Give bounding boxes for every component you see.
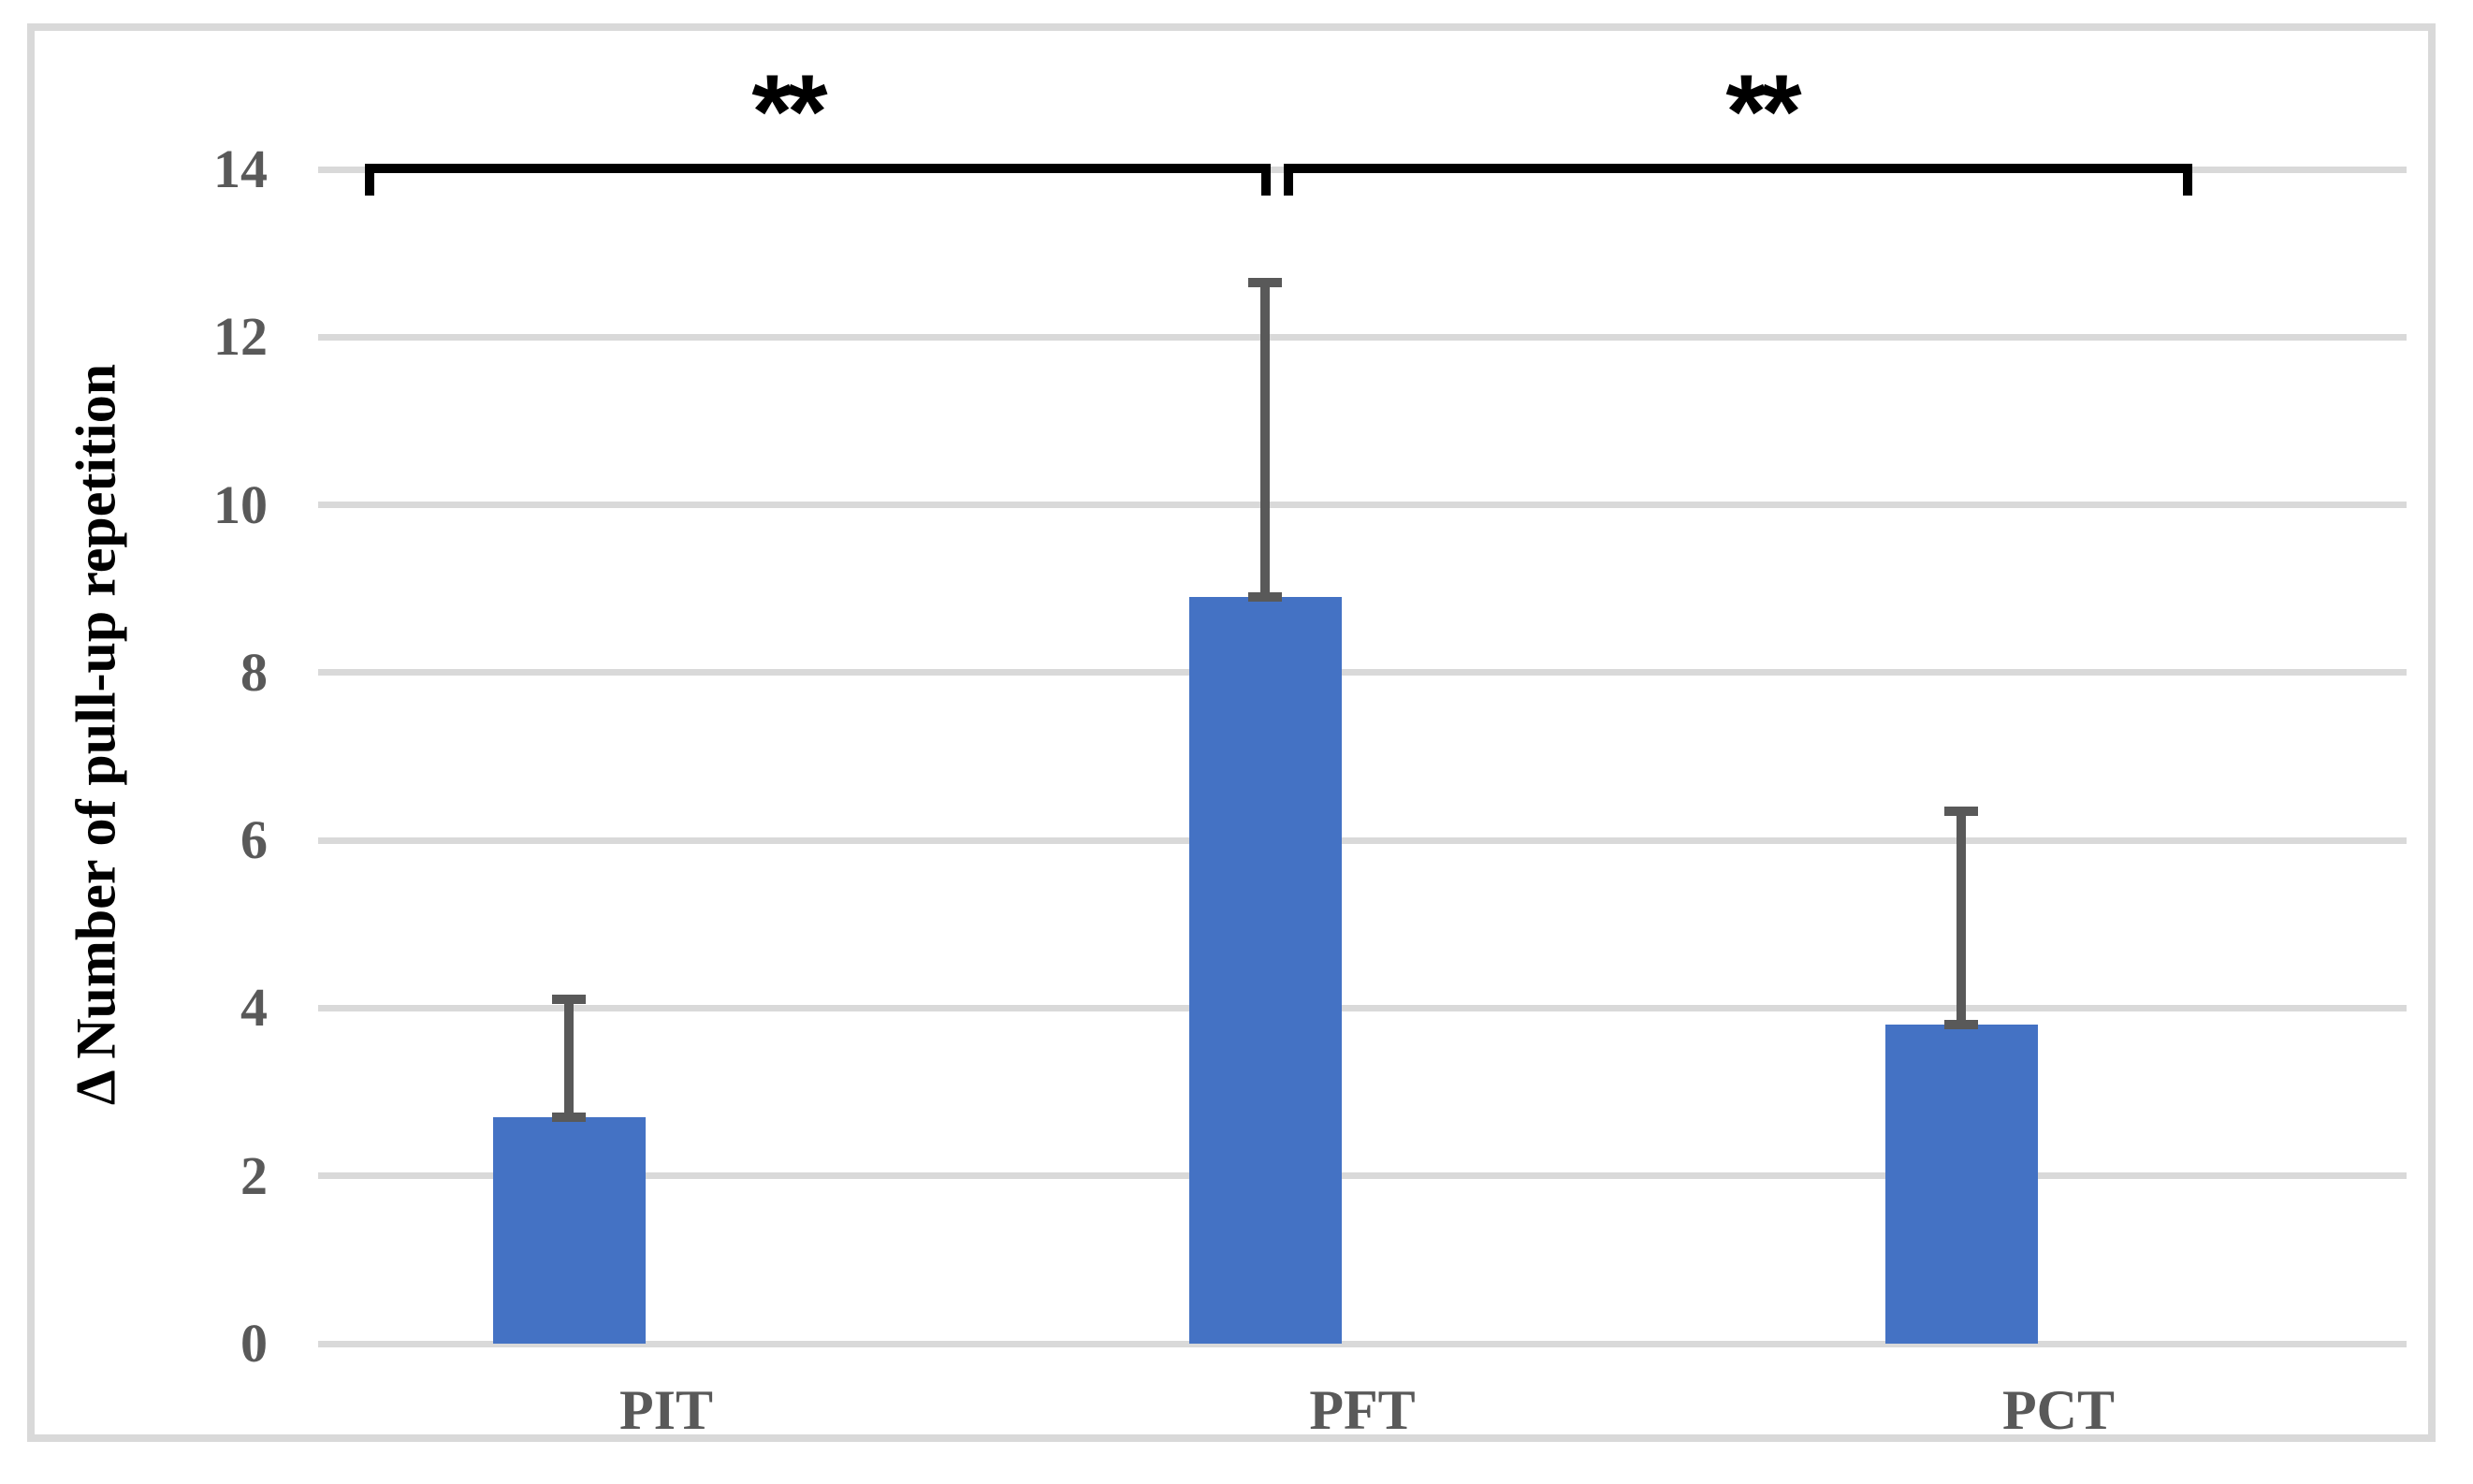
error-bar-bottom-cap-pft (1248, 592, 1282, 603)
significance-bracket-right-tick-pit-pft (1261, 164, 1271, 196)
gridline-y-12 (318, 333, 2407, 341)
y-tick-label-0: 0 (240, 1313, 268, 1374)
error-bar-top-cap-pft (1248, 278, 1282, 288)
significance-bracket-left-tick-pit-pft (365, 164, 374, 196)
error-bar-top-cap-pct (1944, 806, 1978, 816)
y-tick-label-8: 8 (240, 641, 268, 703)
gridline-y-4 (318, 1004, 2407, 1011)
x-category-label-pct: PCT (2002, 1379, 2115, 1441)
error-bar-bottom-cap-pit (552, 1112, 586, 1122)
gridline-y-0 (318, 1340, 2407, 1347)
y-tick-label-12: 12 (213, 306, 268, 368)
gridline-y-10 (318, 502, 2407, 509)
bar-pit (492, 1116, 646, 1344)
significance-bracket-line-pit-pft (365, 164, 1271, 173)
significance-bracket-line-pft-pct (1284, 164, 2192, 173)
bar-pct (1884, 1025, 2038, 1344)
gridline-y-6 (318, 837, 2407, 844)
error-bar-stem-pit (564, 999, 574, 1117)
y-tick-label-4: 4 (240, 977, 268, 1039)
gridline-y-8 (318, 669, 2407, 677)
x-category-label-pit: PIT (618, 1379, 714, 1441)
significance-stars-pft-pct: ** (1725, 53, 1801, 170)
y-tick-label-6: 6 (240, 809, 268, 871)
error-bar-bottom-cap-pct (1944, 1020, 1978, 1030)
error-bar-stem-pft (1260, 283, 1270, 598)
y-axis-title: Δ Number of pull-up repetition (65, 363, 127, 1106)
gridline-y-2 (318, 1172, 2407, 1180)
y-tick-label-10: 10 (213, 473, 268, 535)
chart-border-frame (27, 23, 2436, 1442)
y-tick-label-2: 2 (240, 1144, 268, 1206)
bar-pft (1188, 597, 1342, 1344)
x-category-label-pft: PFT (1309, 1379, 1416, 1441)
y-tick-label-14: 14 (213, 138, 268, 199)
error-bar-stem-pct (1957, 810, 1966, 1026)
significance-bracket-right-tick-pft-pct (2183, 164, 2192, 196)
significance-bracket-left-tick-pft-pct (1284, 164, 1293, 196)
significance-stars-pit-pft: ** (751, 53, 827, 170)
error-bar-top-cap-pit (552, 995, 586, 1005)
